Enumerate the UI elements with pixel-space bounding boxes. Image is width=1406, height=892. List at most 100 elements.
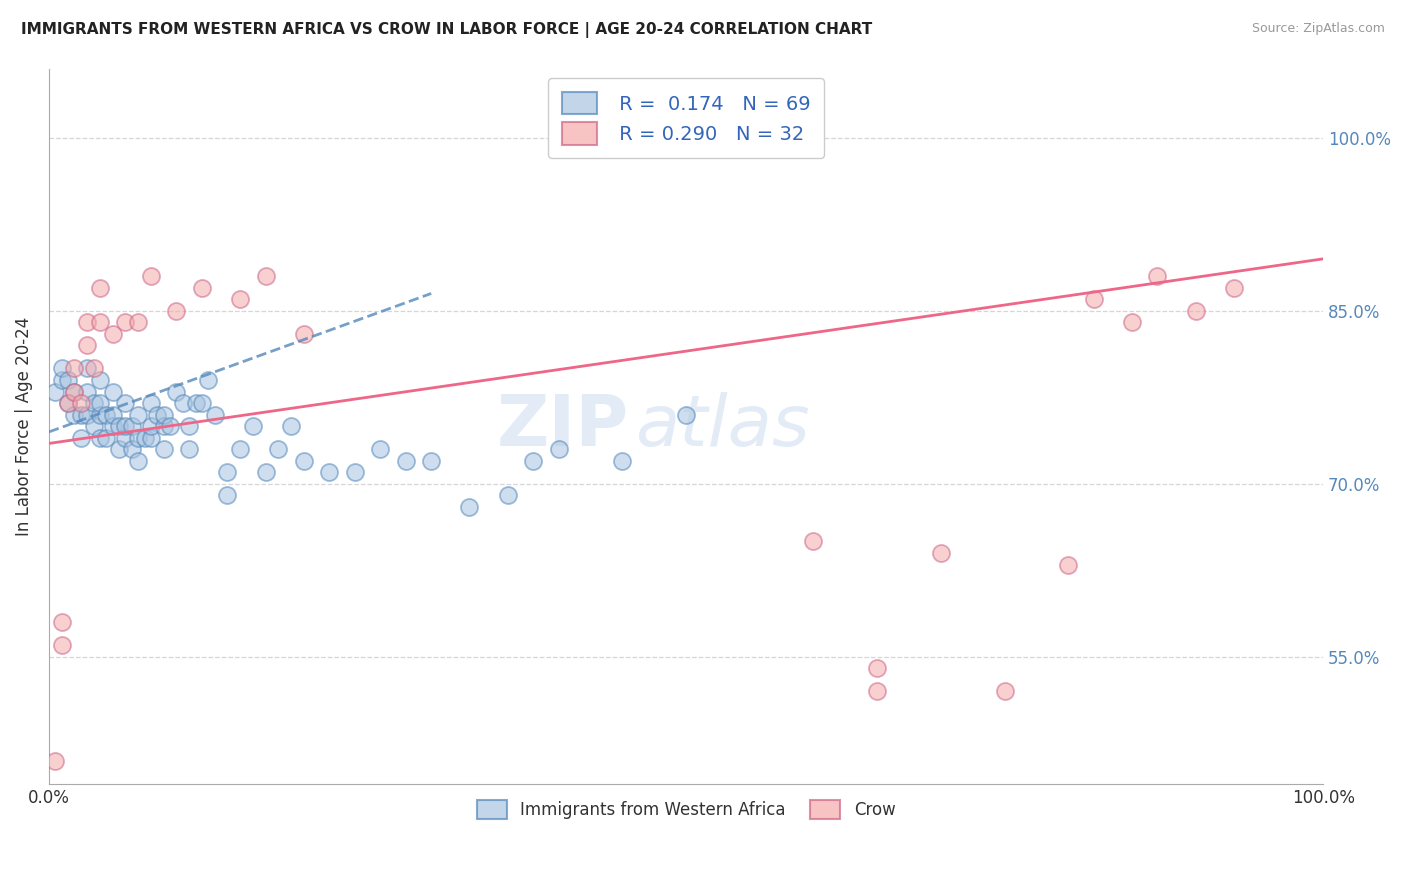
Point	[267, 442, 290, 457]
Point	[866, 684, 889, 698]
Point	[292, 326, 315, 341]
Point	[127, 431, 149, 445]
Point	[56, 396, 79, 410]
Point	[83, 396, 105, 410]
Point	[420, 454, 443, 468]
Point	[76, 361, 98, 376]
Point	[89, 315, 111, 329]
Point	[63, 384, 86, 399]
Point	[184, 396, 207, 410]
Point	[69, 396, 91, 410]
Point	[191, 281, 214, 295]
Point	[63, 408, 86, 422]
Point	[866, 661, 889, 675]
Point	[159, 419, 181, 434]
Point	[612, 454, 634, 468]
Point	[96, 431, 118, 445]
Point	[280, 419, 302, 434]
Point	[318, 465, 340, 479]
Point	[63, 384, 86, 399]
Point	[114, 315, 136, 329]
Point	[1223, 281, 1246, 295]
Point	[114, 419, 136, 434]
Point	[44, 754, 66, 768]
Point	[139, 419, 162, 434]
Point	[69, 431, 91, 445]
Legend: Immigrants from Western Africa, Crow: Immigrants from Western Africa, Crow	[470, 793, 903, 825]
Point	[96, 408, 118, 422]
Point	[803, 534, 825, 549]
Point	[1057, 558, 1080, 572]
Point	[179, 419, 201, 434]
Point	[929, 546, 952, 560]
Point	[101, 419, 124, 434]
Point	[56, 396, 79, 410]
Point	[114, 396, 136, 410]
Point	[139, 431, 162, 445]
Point	[51, 361, 73, 376]
Point	[1121, 315, 1143, 329]
Point	[108, 442, 131, 457]
Point	[458, 500, 481, 514]
Point	[152, 419, 174, 434]
Point	[134, 431, 156, 445]
Point	[101, 408, 124, 422]
Point	[121, 442, 143, 457]
Point	[63, 361, 86, 376]
Point	[229, 442, 252, 457]
Point	[76, 338, 98, 352]
Point	[217, 465, 239, 479]
Text: ZIP: ZIP	[496, 392, 628, 460]
Point	[56, 373, 79, 387]
Point	[217, 488, 239, 502]
Point	[254, 465, 277, 479]
Point	[1083, 292, 1105, 306]
Point	[114, 431, 136, 445]
Point	[83, 419, 105, 434]
Point	[51, 638, 73, 652]
Point	[89, 396, 111, 410]
Point	[51, 615, 73, 630]
Text: atlas: atlas	[636, 392, 810, 460]
Point	[197, 373, 219, 387]
Point	[395, 454, 418, 468]
Point	[76, 384, 98, 399]
Point	[165, 303, 187, 318]
Text: IMMIGRANTS FROM WESTERN AFRICA VS CROW IN LABOR FORCE | AGE 20-24 CORRELATION CH: IMMIGRANTS FROM WESTERN AFRICA VS CROW I…	[21, 22, 872, 38]
Point	[242, 419, 264, 434]
Point	[89, 431, 111, 445]
Point	[89, 281, 111, 295]
Point	[108, 419, 131, 434]
Point	[191, 396, 214, 410]
Point	[139, 269, 162, 284]
Point	[1146, 269, 1168, 284]
Point	[83, 361, 105, 376]
Point	[121, 419, 143, 434]
Point	[343, 465, 366, 479]
Point	[89, 408, 111, 422]
Point	[146, 408, 169, 422]
Point	[76, 315, 98, 329]
Point	[165, 384, 187, 399]
Point	[368, 442, 391, 457]
Point	[127, 454, 149, 468]
Point	[139, 396, 162, 410]
Point	[101, 384, 124, 399]
Point	[496, 488, 519, 502]
Point	[127, 408, 149, 422]
Point	[89, 373, 111, 387]
Point	[76, 408, 98, 422]
Point	[152, 408, 174, 422]
Point	[254, 269, 277, 284]
Point	[152, 442, 174, 457]
Point	[1184, 303, 1206, 318]
Point	[69, 408, 91, 422]
Point	[522, 454, 544, 468]
Point	[44, 384, 66, 399]
Point	[547, 442, 569, 457]
Text: Source: ZipAtlas.com: Source: ZipAtlas.com	[1251, 22, 1385, 36]
Point	[51, 373, 73, 387]
Point	[101, 326, 124, 341]
Point	[204, 408, 226, 422]
Point	[292, 454, 315, 468]
